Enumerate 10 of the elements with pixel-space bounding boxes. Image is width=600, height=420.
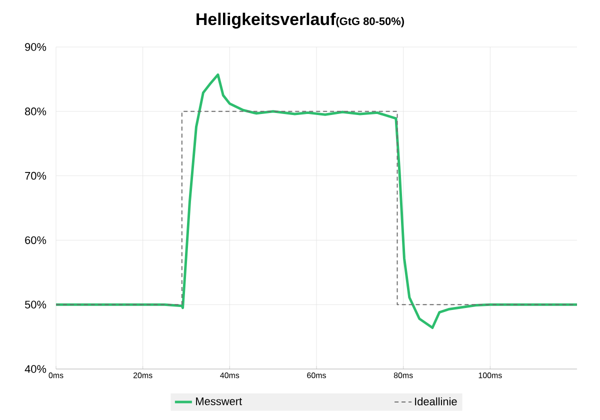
y-tick-label: 50% [24,300,46,308]
chart-subtitle: (GtG 80-50%) [336,17,404,28]
y-tick-label: 60% [25,236,46,244]
y-tick-label: 70% [25,172,46,180]
chart-title: Helligkeitsverlauf [196,12,336,29]
legend-label: Ideallinie [415,397,457,406]
y-tick-label: 90% [25,43,46,51]
y-tick-label: 80% [25,108,46,116]
legend-label: Messwert [196,398,242,406]
y-tick-label: 40% [24,365,46,373]
